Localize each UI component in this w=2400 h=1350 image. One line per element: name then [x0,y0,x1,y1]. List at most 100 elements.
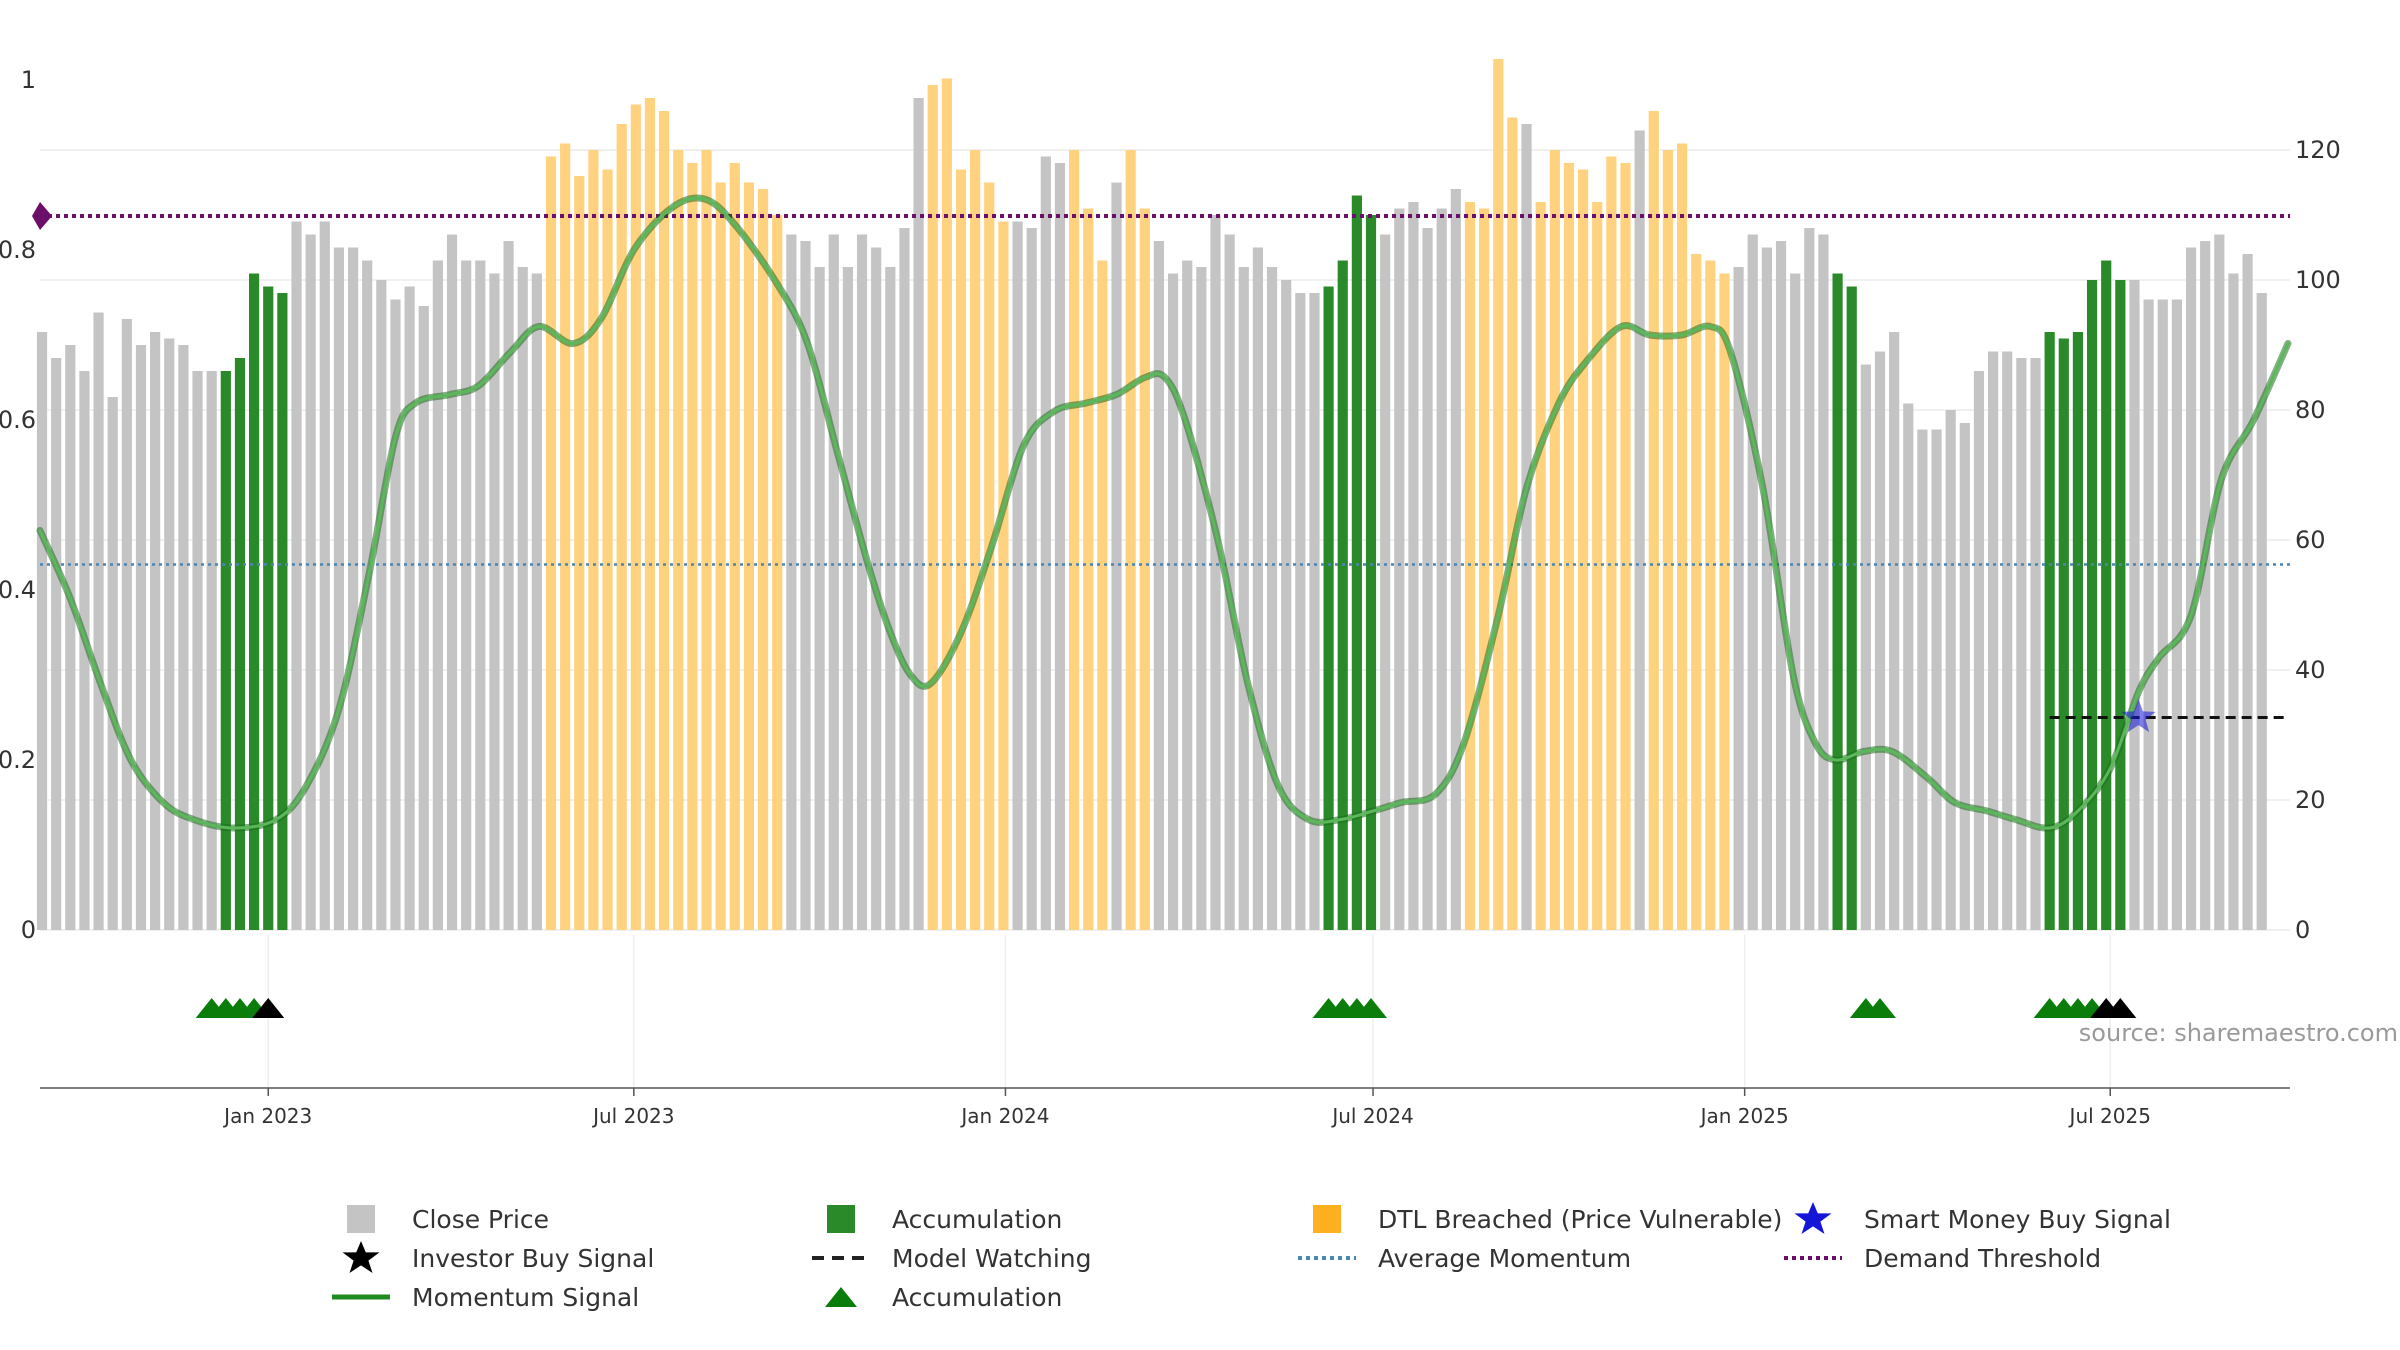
bar-close [1959,423,1970,930]
bar-close [164,338,175,930]
bar-close [319,221,330,930]
bar-dtl [659,111,670,930]
bar-close [305,234,316,930]
bar-dtl [1592,202,1603,930]
bar-close [1196,267,1207,930]
bar-close [1634,130,1645,930]
bar-close [2214,234,2225,930]
bar-close [178,345,189,930]
bar-close [2030,358,2041,930]
smart-money-buy-star [2121,699,2156,733]
bar-dtl [1648,111,1659,930]
bar-close [1860,364,1871,930]
left-axis-tick-label: 0 [21,916,36,944]
bar-dtl [941,78,952,930]
bar-close [1394,208,1405,930]
bar-dtl [574,176,585,930]
bar-close [2228,273,2239,930]
bar-close [1054,163,1066,930]
bar-accumulation [1323,286,1334,930]
bar-close [1917,429,1928,930]
bar-close [1790,273,1801,930]
signal-markers [195,699,2156,1018]
bar-dtl [1705,260,1716,930]
bar-dtl [1464,202,1476,930]
bar-accumulation [1337,260,1348,930]
bar-dtl [1479,208,1490,930]
bar-close [2157,299,2168,930]
bar-accumulation [2072,332,2084,930]
bar-accumulation [1832,273,1843,930]
bar-dtl [1069,150,1080,930]
bar-close [192,371,203,930]
right-axis-tick-label: 100 [2295,266,2341,294]
bar-close [418,306,429,930]
bar-dtl [701,150,712,930]
right-axis-tick-label: 20 [2295,786,2326,814]
bar-dtl [729,163,740,930]
x-axis-tick-label: Jul 2024 [1330,1104,1413,1128]
bar-close [65,345,76,930]
bar-close [36,332,48,930]
bar-close [1521,124,1532,930]
bar-accumulation [1351,195,1362,930]
x-axis-tick-label: Jan 2025 [1699,1104,1789,1128]
bar-close [376,280,387,930]
bar-accumulation [220,371,231,930]
momentum-signal-line [38,196,2290,830]
bar-close [2242,254,2253,930]
bar-close [1436,208,1447,930]
left-axis-tick-label: 0.4 [0,576,36,604]
bar-close [347,247,359,930]
bar-dtl [687,163,698,930]
bar-dtl [673,150,684,930]
bar-close [1295,293,1306,930]
bar-accumulation [277,293,288,930]
bar-close [107,397,118,930]
x-axis-tick-label: Jul 2023 [591,1104,674,1128]
bar-close [2256,293,2267,930]
bar-close [446,234,458,930]
bar-close [1012,221,1023,930]
bar-dtl [1563,163,1575,930]
bar-close [1182,260,1193,930]
bar-dtl [1125,150,1136,930]
bar-close [1931,429,1942,930]
bar-close [828,234,839,930]
bar-close [1874,351,1886,930]
bar-close [135,345,147,930]
bar-accumulation [263,286,274,930]
bar-close [814,267,825,930]
bar-accumulation [1365,215,1377,930]
bar-dtl [644,98,656,930]
close-price-bars [36,59,2267,930]
bar-close [1266,267,1278,930]
reference-lines [32,202,2290,719]
bar-dtl [1620,163,1631,930]
bar-close [1252,247,1263,930]
accumulation-triangle [1355,998,1388,1018]
bar-close [1153,241,1165,930]
bar-close [1380,234,1391,930]
bar-close [1210,215,1221,930]
bar-dtl [955,169,967,930]
x-axis-tick-label: Jan 2023 [222,1104,312,1128]
bar-dtl [1097,260,1108,930]
bar-dtl [743,182,755,930]
bar-close [2016,358,2027,930]
bar-close [1804,228,1815,930]
bar-accumulation [1846,286,1857,930]
bar-close [1167,273,1179,930]
bar-dtl [1493,59,1504,930]
bar-close [1450,189,1461,930]
bar-close [1309,293,1320,930]
bar-dtl [1549,150,1560,930]
bar-close [1945,410,1956,930]
bar-close [899,228,910,930]
bar-close [51,358,62,930]
momentum-signal [36,194,2292,832]
bar-close [2002,351,2013,930]
bar-dtl [970,150,981,930]
bar-dtl [630,104,641,930]
